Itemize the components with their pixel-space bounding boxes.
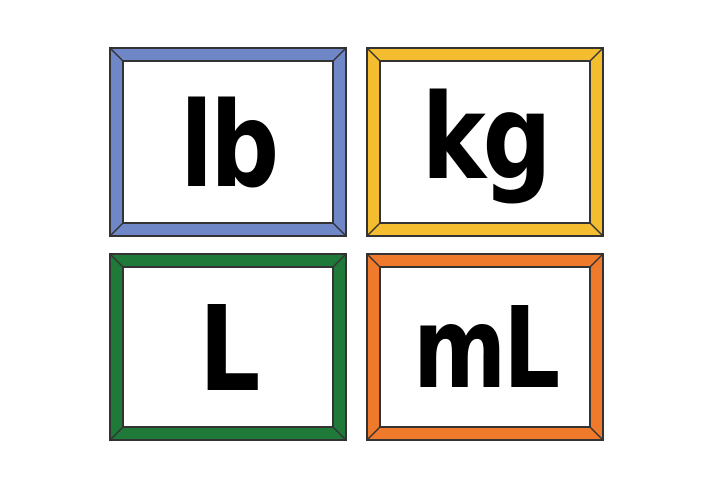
frame-miter — [589, 48, 603, 62]
frame-miter — [110, 48, 124, 62]
unit-card-lb: lb — [109, 47, 347, 237]
frame-inner — [122, 266, 334, 428]
frame-miter — [589, 254, 603, 268]
frame-miter — [110, 222, 124, 236]
frame-miter — [367, 254, 381, 268]
frame-outer — [366, 253, 604, 441]
frame-inner — [379, 266, 591, 428]
frame-inner — [122, 60, 334, 224]
card-frame-green — [109, 253, 347, 441]
unit-card-kg: kg — [366, 47, 604, 237]
unit-label: kg — [421, 68, 551, 206]
frame-miter — [367, 48, 381, 62]
card-frame-orange — [366, 253, 604, 441]
frame-outer — [366, 47, 604, 237]
unit-card-ml: mL — [366, 253, 604, 441]
frame-miter — [589, 426, 603, 440]
frame-miter — [367, 222, 381, 236]
unit-label: mL — [412, 284, 560, 414]
frame-miter — [367, 426, 381, 440]
card-frame-yellow — [366, 47, 604, 237]
unit-card-l: L — [109, 253, 347, 441]
unit-label: L — [198, 280, 261, 418]
frame-miter — [110, 426, 124, 440]
unit-label: lb — [180, 76, 279, 214]
frame-inner — [379, 60, 591, 224]
frame-miter — [332, 48, 346, 62]
frame-miter — [589, 222, 603, 236]
frame-outer — [109, 47, 347, 237]
frame-outer — [109, 253, 347, 441]
frame-miter — [332, 426, 346, 440]
frame-miter — [332, 254, 346, 268]
frame-miter — [110, 254, 124, 268]
frame-miter — [332, 222, 346, 236]
card-frame-blue — [109, 47, 347, 237]
